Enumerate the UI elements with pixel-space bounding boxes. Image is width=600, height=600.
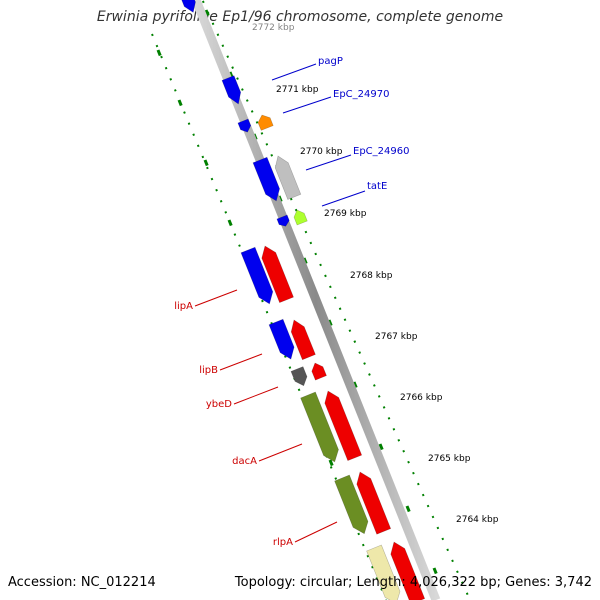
major-tick	[328, 459, 334, 467]
major-tick	[203, 159, 209, 167]
gene-label-epc24970[interactable]: EpC_24970	[333, 89, 389, 100]
gene-label-leader	[194, 289, 238, 307]
gene-arrow-lipb[interactable]	[290, 319, 316, 361]
major-tick	[327, 319, 333, 327]
gene-arrow-rlpa[interactable]	[356, 471, 392, 535]
gene-label-leader	[258, 443, 303, 462]
gene-arrow-lipa-forward[interactable]	[240, 246, 274, 305]
gene-arrow[interactable]	[179, 0, 196, 13]
major-tick	[204, 9, 210, 17]
major-tick	[352, 381, 358, 389]
gene-arrow-khaki[interactable]	[366, 544, 401, 600]
scale-label: 2769 kbp	[324, 209, 367, 219]
gene-label-leader	[233, 386, 279, 405]
gene-arrow-lipb-forward[interactable]	[268, 318, 295, 360]
major-tick	[405, 505, 411, 513]
topology-text: Topology: circular; Length: 4,026,322 bp…	[234, 575, 592, 590]
scale-label: 2766 kbp	[400, 393, 443, 403]
genes-layer	[179, 0, 426, 600]
scale-label: 2771 kbp	[276, 85, 319, 95]
scale-label: 2768 kbp	[350, 271, 393, 281]
major-tick	[156, 49, 162, 57]
gene-labels-layer: pagP EpC_24970 EpC_24960 tatE lipA lipB ybeD da…	[174, 56, 409, 548]
scale-label: 2765 kbp	[428, 454, 471, 464]
gene-arrow-daca[interactable]	[324, 390, 363, 461]
gene-arrow-rlpa-green[interactable]	[334, 474, 369, 535]
gene-arrow-epc24960-gray[interactable]	[274, 155, 302, 200]
gene-arrow-epc24970[interactable]	[237, 118, 252, 133]
major-tick	[432, 567, 438, 575]
gene-arrow-lipa[interactable]	[261, 245, 294, 303]
gene-label-leader	[305, 154, 352, 171]
gene-label-daca[interactable]: dacA	[232, 456, 257, 467]
gene-arrow-ybed-red[interactable]	[311, 362, 327, 381]
gene-label-leader	[271, 63, 317, 81]
scale-label: 2770 kbp	[300, 147, 343, 157]
accession-text: Accession: NC_012214	[8, 575, 156, 590]
major-tick	[378, 443, 384, 451]
gene-arrow-ybed[interactable]	[290, 366, 308, 387]
major-tick	[227, 219, 233, 227]
gene-arrow-daca-green[interactable]	[300, 391, 339, 463]
gene-arrow-epc24960[interactable]	[252, 156, 280, 202]
gene-label-lipb[interactable]: lipB	[199, 365, 218, 376]
gene-label-leader	[219, 353, 263, 371]
gene-arrow-pagp[interactable]	[221, 75, 242, 105]
gene-arrow-epc24970-orange[interactable]	[257, 114, 274, 131]
gene-arrow-tate-lime[interactable]	[293, 209, 308, 226]
gene-label-lipa[interactable]: lipA	[174, 301, 193, 312]
gene-arrow-tate[interactable]	[276, 214, 290, 227]
gene-label-epc24960[interactable]: EpC_24960	[353, 146, 409, 157]
gene-label-leader	[282, 96, 332, 114]
scale-label: 2772 kbp	[252, 23, 295, 33]
scale-label: 2764 kbp	[456, 515, 499, 525]
gene-label-leader	[294, 521, 338, 543]
gene-label-pagp[interactable]: pagP	[318, 56, 343, 67]
gene-arrow-red-bottom[interactable]	[390, 541, 426, 600]
gene-label-ybed[interactable]: ybeD	[206, 399, 232, 410]
gene-label-rlpa[interactable]: rlpA	[273, 537, 293, 548]
scale-labels: 2772 kbp 2771 kbp 2770 kbp 2769 kbp 2768…	[252, 23, 499, 525]
scale-label: 2767 kbp	[375, 332, 418, 342]
gene-label-tate[interactable]: tatE	[367, 181, 387, 192]
gene-label-leader	[321, 190, 366, 207]
major-tick	[177, 99, 183, 107]
